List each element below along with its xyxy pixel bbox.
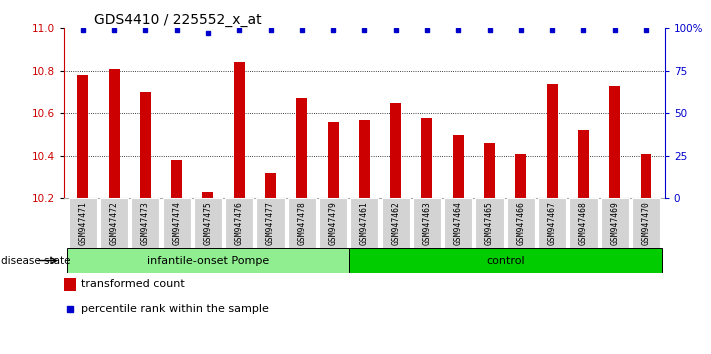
Bar [538, 198, 566, 248]
Text: GSM947475: GSM947475 [203, 201, 213, 245]
Bar [69, 198, 97, 248]
Bar [132, 198, 159, 248]
Text: GSM947462: GSM947462 [391, 201, 400, 245]
Text: GDS4410 / 225552_x_at: GDS4410 / 225552_x_at [94, 13, 262, 27]
Bar [77, 75, 88, 198]
Bar [319, 198, 347, 248]
Bar [171, 160, 182, 198]
Bar [422, 118, 432, 198]
Bar [100, 198, 128, 248]
Bar [348, 248, 662, 273]
Bar [359, 120, 370, 198]
Text: control: control [486, 256, 525, 266]
Bar [328, 122, 338, 198]
Bar [163, 198, 191, 248]
Text: infantile-onset Pompe: infantile-onset Pompe [146, 256, 269, 266]
Bar [64, 278, 75, 291]
Bar [234, 62, 245, 198]
Bar [547, 84, 557, 198]
Bar [140, 92, 151, 198]
Text: GSM947474: GSM947474 [172, 201, 181, 245]
Bar [507, 198, 535, 248]
Text: GSM947472: GSM947472 [109, 201, 119, 245]
Bar [515, 154, 526, 198]
Bar [296, 98, 307, 198]
Bar [641, 154, 651, 198]
Bar [444, 198, 472, 248]
Bar [351, 198, 378, 248]
Bar [194, 198, 222, 248]
Bar [225, 198, 253, 248]
Bar [203, 192, 213, 198]
Text: GSM947466: GSM947466 [516, 201, 525, 245]
Text: percentile rank within the sample: percentile rank within the sample [80, 304, 268, 314]
Bar [601, 198, 629, 248]
Bar [67, 248, 348, 273]
Bar [390, 103, 401, 198]
Text: GSM947478: GSM947478 [297, 201, 306, 245]
Bar [453, 135, 464, 198]
Bar [484, 143, 495, 198]
Bar [257, 198, 284, 248]
Text: GSM947470: GSM947470 [641, 201, 651, 245]
Bar [578, 130, 589, 198]
Text: GSM947476: GSM947476 [235, 201, 244, 245]
Bar [413, 198, 441, 248]
Text: GSM947469: GSM947469 [610, 201, 619, 245]
Bar [609, 86, 620, 198]
Text: GSM947464: GSM947464 [454, 201, 463, 245]
Text: GSM947473: GSM947473 [141, 201, 150, 245]
Text: GSM947479: GSM947479 [328, 201, 338, 245]
Bar [476, 198, 503, 248]
Bar [265, 173, 276, 198]
Text: GSM947471: GSM947471 [78, 201, 87, 245]
Bar [109, 69, 119, 198]
Text: GSM947461: GSM947461 [360, 201, 369, 245]
Bar [570, 198, 597, 248]
Text: GSM947468: GSM947468 [579, 201, 588, 245]
Bar [382, 198, 410, 248]
Text: GSM947477: GSM947477 [266, 201, 275, 245]
Text: disease state: disease state [1, 256, 70, 266]
Text: transformed count: transformed count [80, 279, 184, 289]
Text: GSM947467: GSM947467 [547, 201, 557, 245]
Text: GSM947463: GSM947463 [422, 201, 432, 245]
Text: GSM947465: GSM947465 [485, 201, 494, 245]
Bar [288, 198, 316, 248]
Bar [632, 198, 660, 248]
